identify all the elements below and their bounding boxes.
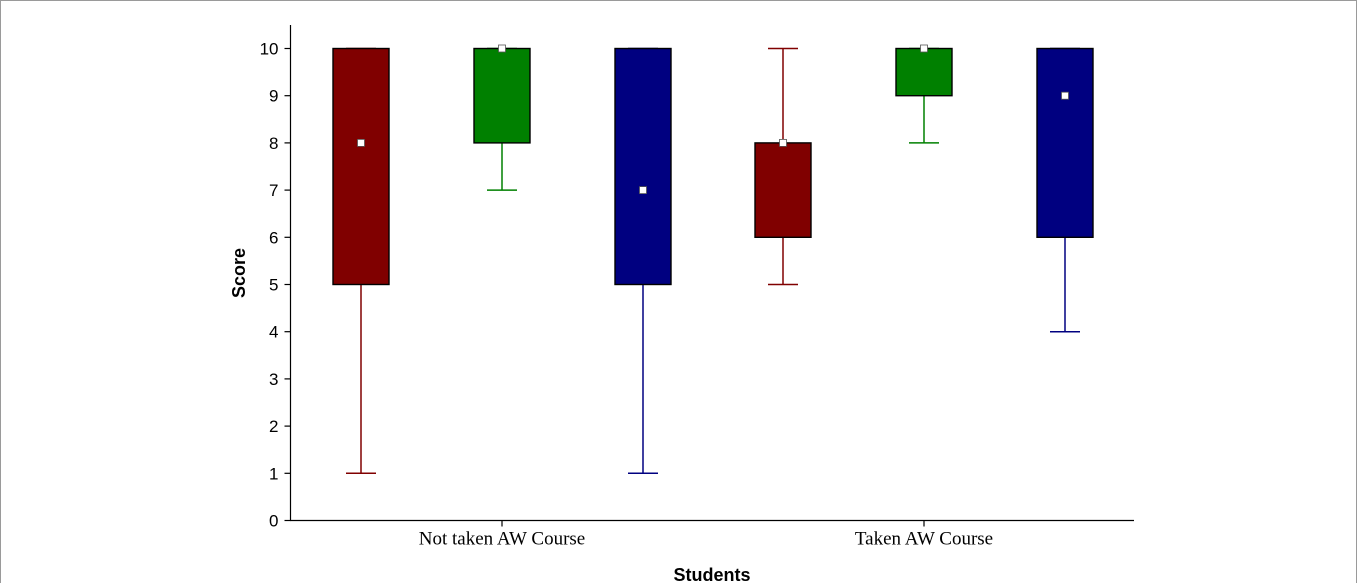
box-group <box>332 47 390 475</box>
y-tick-label: 6 <box>269 228 278 247</box>
y-axis-title: Score <box>229 248 249 298</box>
box-group <box>614 47 672 475</box>
median-marker <box>779 138 787 147</box>
axes <box>289 25 1134 522</box>
median-marker <box>920 44 928 53</box>
y-tick-label: 1 <box>269 464 278 483</box>
median-marker <box>1061 91 1069 100</box>
y-tick-label: 9 <box>269 87 278 106</box>
y-tick-label: 2 <box>269 417 278 436</box>
box-group <box>754 47 812 286</box>
y-tick-label: 3 <box>269 370 278 389</box>
box <box>473 47 531 144</box>
boxes <box>332 44 1094 475</box>
box <box>754 142 812 238</box>
median-marker <box>639 186 647 195</box>
box-group <box>473 44 531 191</box>
box-group <box>1036 47 1094 333</box>
median-marker <box>498 44 506 53</box>
y-tick-label: 7 <box>269 181 278 200</box>
box-group <box>895 44 953 144</box>
median-marker <box>357 138 365 147</box>
box <box>1036 47 1094 239</box>
x-category-label: Taken AW Course <box>855 529 993 550</box>
box <box>332 47 390 286</box>
x-category-label: Not taken AW Course <box>419 529 585 550</box>
x-axis-title: Students <box>673 565 750 583</box>
y-tick-label: 10 <box>260 40 279 59</box>
y-tick-label: 4 <box>269 323 278 342</box>
x-ticks: Not taken AW Course Taken AW Course <box>419 520 993 550</box>
box <box>895 47 953 97</box>
y-ticks: 0 1 2 3 4 5 6 7 8 9 10 <box>260 40 291 531</box>
box <box>614 47 672 286</box>
y-tick-label: 0 <box>269 512 278 531</box>
y-tick-label: 8 <box>269 134 278 153</box>
y-tick-label: 5 <box>269 276 278 295</box>
